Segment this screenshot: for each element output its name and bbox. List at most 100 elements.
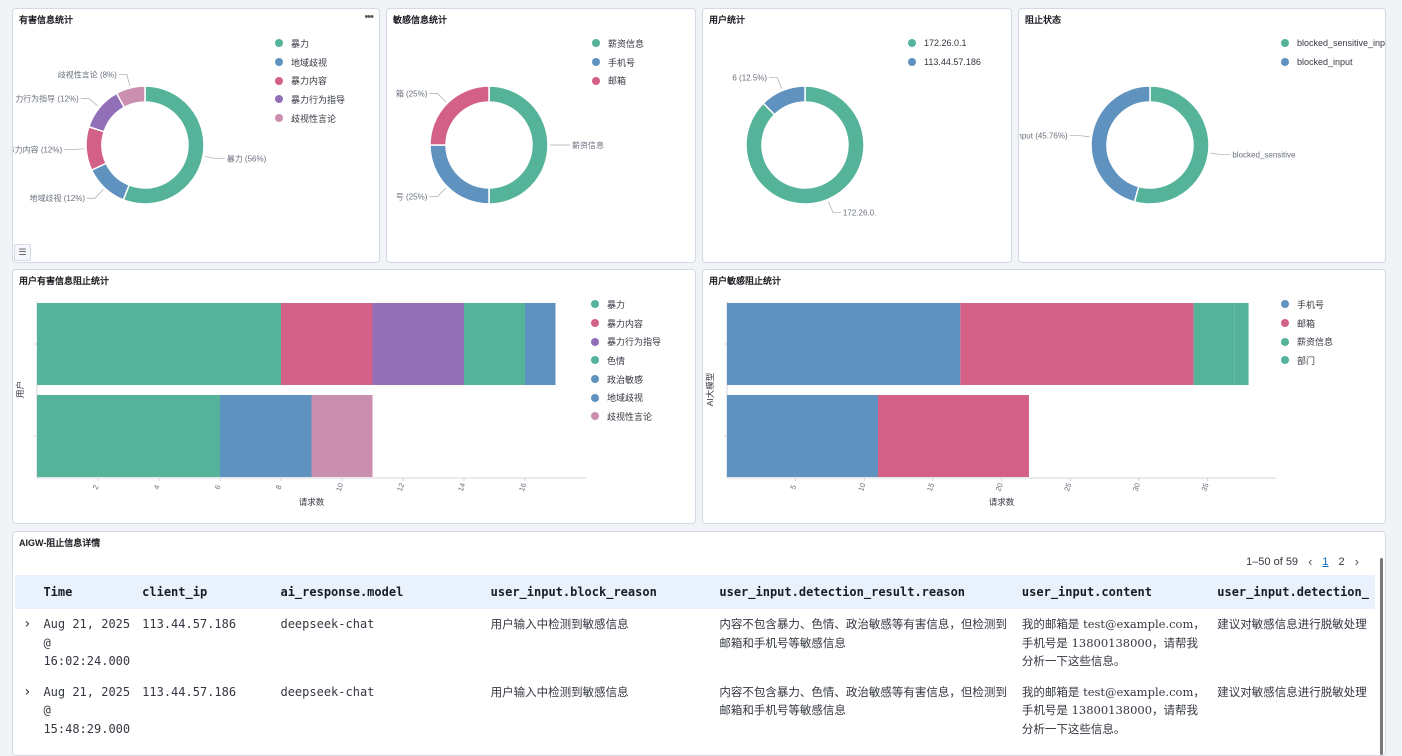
legend-swatch	[1281, 319, 1289, 328]
bar-segment[interactable]	[281, 303, 373, 385]
legend-item[interactable]: blocked_sensitive_input	[1281, 34, 1385, 53]
legend-item[interactable]: 暴力	[591, 295, 661, 314]
legend-item[interactable]: 手机号	[592, 53, 644, 72]
stacked-bar-chart-user-harmful: 2 4 6 8 10 12 14 16 请求数 用户	[15, 301, 586, 507]
cell-model: deepseek-chat	[280, 684, 375, 699]
header-block-reason[interactable]: user_input.block_reason	[490, 585, 657, 599]
header-time[interactable]: Time	[43, 585, 73, 599]
legend-item[interactable]: 政治敏感	[591, 370, 661, 389]
legend-label: 歧视性言论	[607, 411, 653, 422]
y-axis-label: 用户	[15, 381, 25, 398]
x-tick-label: 10	[856, 482, 867, 493]
bar-segment[interactable]	[464, 303, 525, 385]
legend-item[interactable]: 色情	[591, 351, 661, 370]
donut-slice[interactable]	[488, 85, 549, 205]
chevron-left-icon[interactable]: ‹	[1308, 554, 1313, 569]
legend-item[interactable]: 113.44.57.186	[908, 53, 981, 72]
legend-label: 暴力行为指导	[607, 337, 662, 348]
legend-item[interactable]: 薪资信息	[1281, 332, 1333, 351]
legend-item[interactable]: 暴力行为指导	[275, 90, 345, 109]
donut-slice[interactable]	[762, 85, 806, 116]
legend-item[interactable]: 172.26.0.1	[908, 34, 981, 53]
panel-title: AIGW-阻止信息详情	[19, 538, 101, 548]
legend-item[interactable]: 暴力内容	[275, 71, 345, 90]
donut-slice[interactable]	[745, 85, 865, 205]
bar-segment[interactable]	[311, 395, 373, 477]
legend-item[interactable]: 歧视性言论	[591, 407, 661, 426]
panel-title: 有害信息统计	[19, 15, 74, 25]
legend-item[interactable]: 邮箱	[592, 71, 644, 90]
legend-swatch	[592, 39, 600, 48]
legend-swatch	[1281, 58, 1289, 67]
legend-item[interactable]: 暴力行为指导	[591, 332, 661, 351]
expand-row-icon[interactable]: ›	[23, 683, 32, 700]
x-tick-label: 25	[1062, 482, 1073, 493]
page-link-2[interactable]: 2	[1338, 555, 1345, 568]
legend-users: 172.26.0.1 113.44.57.186	[908, 34, 981, 71]
donut-slice[interactable]	[90, 162, 131, 201]
panel-user-harmful-block: 用户有害信息阻止统计 2 4 6 8 10 12 14 16 请求数 用户 暴力暴力内容暴力行为指…	[12, 269, 696, 524]
legend-item[interactable]: 地域歧视	[275, 53, 345, 72]
legend-item[interactable]: 暴力内容	[591, 314, 661, 333]
donut-slice-label: 歧视性言论 (8%)	[58, 69, 117, 79]
legend-item[interactable]: 暴力	[275, 34, 345, 53]
x-tick-label: 2	[91, 484, 101, 491]
page-link-1[interactable]: 1	[1322, 555, 1329, 568]
header-detection-reason[interactable]: user_input.detection_result.reason	[719, 585, 966, 599]
legend-label: 邮箱	[1297, 318, 1316, 329]
donut-slice[interactable]	[115, 85, 146, 109]
header-client-ip[interactable]: client_ip	[142, 585, 208, 599]
header-content[interactable]: user_input.content	[1021, 585, 1152, 599]
bar-segment[interactable]	[525, 303, 556, 385]
cell-model: deepseek-chat	[280, 617, 375, 631]
bar-segment[interactable]	[727, 395, 878, 477]
donut-label-line	[1210, 152, 1231, 156]
bar-segment[interactable]	[960, 303, 1194, 385]
header-model[interactable]: ai_response.model	[280, 585, 404, 599]
bar-segment[interactable]	[727, 303, 961, 385]
bar-segment[interactable]	[1193, 303, 1235, 385]
legend-swatch	[591, 356, 599, 365]
legend-label: 色情	[607, 355, 626, 366]
bar-segment[interactable]	[220, 395, 312, 477]
bar-segment[interactable]	[37, 303, 281, 385]
legend-label: 暴力	[607, 299, 626, 310]
chevron-right-icon[interactable]: ›	[1354, 554, 1359, 569]
legend-item[interactable]: 地域歧视	[591, 388, 661, 407]
bar-segment[interactable]	[1234, 303, 1249, 385]
legend-label: 歧视性言论	[291, 113, 337, 124]
legend-swatch	[275, 76, 283, 85]
bar-segment[interactable]	[877, 395, 1029, 477]
donut-chart-harmful: 暴力 (56%) 地域歧视 (12%) 暴力内容 (12%) 力行为指导 (12%) 歧…	[13, 69, 267, 205]
panel-title: 敏感信息统计	[393, 15, 448, 25]
panel-options-icon[interactable]: •••	[364, 11, 374, 23]
legend-item[interactable]: blocked_input	[1281, 53, 1385, 72]
y-axis-label: AI大模型	[705, 372, 715, 406]
legend-item[interactable]: 邮箱	[1281, 314, 1333, 333]
legend-item[interactable]: 薪资信息	[592, 34, 644, 53]
donut-slice[interactable]	[429, 85, 490, 146]
bar-segment[interactable]	[37, 395, 220, 477]
expand-row-icon[interactable]: ›	[23, 616, 32, 632]
list-icon[interactable]: ☰	[14, 244, 31, 261]
donut-slice[interactable]	[122, 85, 205, 205]
donut-slice[interactable]	[1133, 85, 1210, 205]
legend-item[interactable]: 手机号	[1281, 295, 1333, 314]
legend-swatch	[275, 58, 283, 67]
stacked-bar-chart-user-sensitive: 5 10 15 20 25 30 35 请求数 AI大模型	[705, 301, 1276, 507]
vertical-scrollbar[interactable]	[1380, 558, 1383, 755]
bar-segment[interactable]	[372, 303, 465, 385]
donut-label-line	[118, 73, 131, 87]
header-detection[interactable]: user_input.detection_	[1217, 585, 1369, 599]
panel-block-details: AIGW-阻止信息详情 1–50 of 59 ‹ 1 2 › Time clie…	[12, 531, 1386, 756]
donut-slice-label: 172.26.0.	[843, 208, 876, 217]
legend-item[interactable]: 部门	[1281, 351, 1333, 370]
cell-client-ip: 113.44.57.186	[142, 617, 237, 631]
panel-harmful-stats: 有害信息统计 ••• 暴力 (56%) 地域歧视 (12%) 暴力内容 (12%) 力…	[12, 8, 380, 263]
donut-slice[interactable]	[85, 125, 108, 172]
donut-slice[interactable]	[1090, 85, 1151, 203]
panel-title: 用户有害信息阻止统计	[19, 276, 110, 286]
cell-detection-reason: 内容不包含暴力、色情、政治敏感等有害信息，但检测到邮箱和手机号等敏感信息	[719, 684, 1007, 718]
legend-item[interactable]: 歧视性言论	[275, 109, 345, 128]
